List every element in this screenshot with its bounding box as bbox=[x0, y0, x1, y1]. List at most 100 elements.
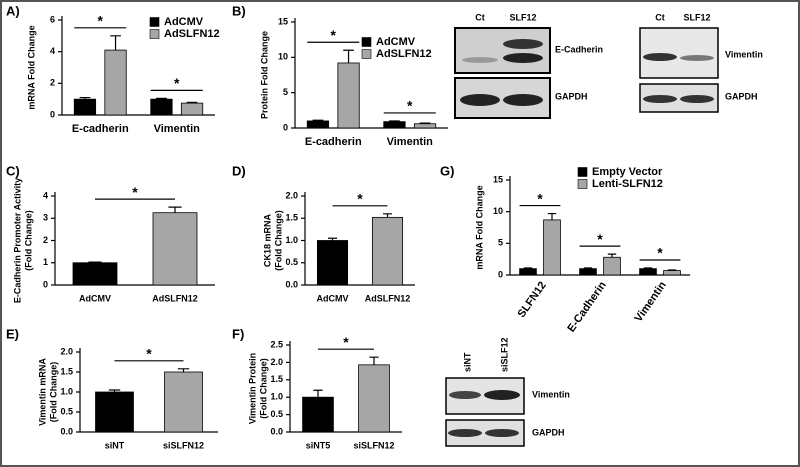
band-label: Vimentin bbox=[532, 389, 570, 399]
lane-label: SLF12 bbox=[509, 12, 536, 22]
y-tick-label: 2.0 bbox=[270, 357, 283, 367]
panel-label: D) bbox=[232, 163, 246, 178]
error-bar bbox=[369, 356, 379, 365]
y-tick-label: 4 bbox=[50, 46, 55, 56]
significance-label: * bbox=[537, 190, 543, 206]
lane-label: Ct bbox=[655, 12, 665, 22]
y-tick-label: 0.5 bbox=[270, 409, 283, 419]
significance-label: * bbox=[331, 27, 337, 43]
lane-label: Ct bbox=[475, 12, 485, 22]
bar bbox=[152, 212, 198, 286]
x-tick-label: AdSLFN12 bbox=[152, 293, 198, 303]
lane-label: siSLF12 bbox=[499, 337, 509, 372]
y-tick-label: 1.5 bbox=[60, 366, 73, 376]
y-tick-label: 0 bbox=[50, 109, 55, 119]
panel-label: A) bbox=[6, 3, 20, 18]
bar bbox=[358, 364, 390, 433]
bar bbox=[639, 268, 657, 276]
legend-swatch bbox=[361, 37, 372, 47]
y-axis-label: CK18 mRNA bbox=[262, 213, 272, 267]
band-label: GAPDH bbox=[555, 91, 588, 101]
y-tick-label: 15 bbox=[493, 174, 503, 184]
x-tick-label: siSLFN12 bbox=[353, 440, 394, 450]
blot-frame bbox=[454, 27, 551, 74]
band bbox=[448, 429, 482, 437]
band bbox=[485, 429, 519, 437]
bar bbox=[73, 98, 97, 116]
error-bar bbox=[110, 35, 121, 51]
error-bar bbox=[607, 253, 617, 258]
y-tick-label: 1.0 bbox=[270, 392, 283, 402]
y-tick-label: 5 bbox=[283, 87, 288, 97]
error-bar bbox=[186, 101, 198, 104]
y-tick-label: 0.0 bbox=[60, 426, 73, 436]
lane-label: siNT bbox=[462, 352, 472, 372]
x-tick-label: AdSLFN12 bbox=[365, 293, 411, 303]
significance-label: * bbox=[597, 231, 603, 247]
y-axis-label: mRNA Fold Change bbox=[474, 185, 484, 269]
bar bbox=[383, 121, 406, 129]
y-tick-label: 6 bbox=[50, 14, 55, 24]
bar bbox=[413, 123, 437, 129]
x-tick-label: E-cadherin bbox=[72, 123, 129, 135]
x-tick-label: siNT5 bbox=[306, 440, 331, 450]
band bbox=[484, 390, 520, 400]
significance-label: * bbox=[407, 98, 413, 114]
error-bar bbox=[389, 120, 400, 122]
band-label: GAPDH bbox=[725, 91, 758, 101]
legend-label: AdSLFN12 bbox=[164, 28, 220, 40]
bar bbox=[579, 268, 597, 276]
bar bbox=[603, 256, 621, 276]
bar bbox=[302, 396, 334, 433]
y-axis-label: Vimentin mRNA bbox=[37, 358, 47, 426]
y-tick-label: 5 bbox=[498, 238, 503, 248]
band bbox=[643, 53, 677, 61]
band bbox=[460, 94, 500, 106]
bar bbox=[519, 268, 537, 276]
x-tick-label: AdCMV bbox=[317, 293, 349, 303]
error-bar bbox=[156, 97, 167, 100]
lane-label: SLF12 bbox=[683, 12, 710, 22]
error-bar bbox=[547, 212, 557, 220]
x-tick-label: E-cadherin bbox=[305, 136, 362, 148]
band bbox=[643, 95, 677, 103]
error-bar bbox=[88, 261, 102, 263]
y-tick-label: 3 bbox=[43, 213, 48, 223]
band bbox=[680, 95, 714, 103]
legend-label: Lenti-SLFN12 bbox=[592, 178, 663, 190]
y-tick-label: 2 bbox=[43, 235, 48, 245]
panel-label: C) bbox=[6, 163, 20, 178]
y-tick-label: 0 bbox=[43, 279, 48, 289]
y-tick-label: 15 bbox=[278, 16, 288, 26]
bar bbox=[316, 240, 349, 286]
y-tick-label: 1.5 bbox=[285, 213, 298, 223]
legend-swatch bbox=[361, 49, 372, 59]
significance-label: * bbox=[98, 13, 104, 29]
band-label: E-Cadherin bbox=[555, 44, 603, 54]
error-bar bbox=[523, 267, 533, 269]
error-bar bbox=[108, 389, 121, 392]
y-tick-label: 10 bbox=[493, 206, 503, 216]
band bbox=[462, 57, 498, 63]
bar bbox=[95, 391, 134, 433]
y-tick-label: 0 bbox=[498, 269, 503, 279]
error-bar bbox=[667, 269, 677, 271]
legend-swatch bbox=[577, 167, 588, 177]
x-tick-label: AdCMV bbox=[79, 293, 111, 303]
legend-label: AdCMV bbox=[164, 16, 204, 28]
y-tick-label: 1.5 bbox=[270, 374, 283, 384]
bar bbox=[180, 102, 204, 116]
error-bar bbox=[583, 267, 593, 269]
significance-label: * bbox=[174, 75, 180, 91]
y-axis-label: E-Cadherin Promoter Activity bbox=[12, 178, 22, 303]
y-axis-label: (Fold Change) bbox=[258, 358, 268, 419]
error-bar bbox=[79, 96, 91, 100]
panel-label: F) bbox=[232, 326, 244, 341]
y-axis-label: (Fold Change) bbox=[23, 210, 33, 271]
error-bar bbox=[177, 368, 190, 372]
y-tick-label: 0.0 bbox=[285, 279, 298, 289]
significance-label: * bbox=[146, 346, 152, 362]
y-axis-label: (Fold Change) bbox=[48, 362, 58, 423]
blot: siNT siSLF12 Vimentin GAPDH bbox=[445, 337, 570, 447]
